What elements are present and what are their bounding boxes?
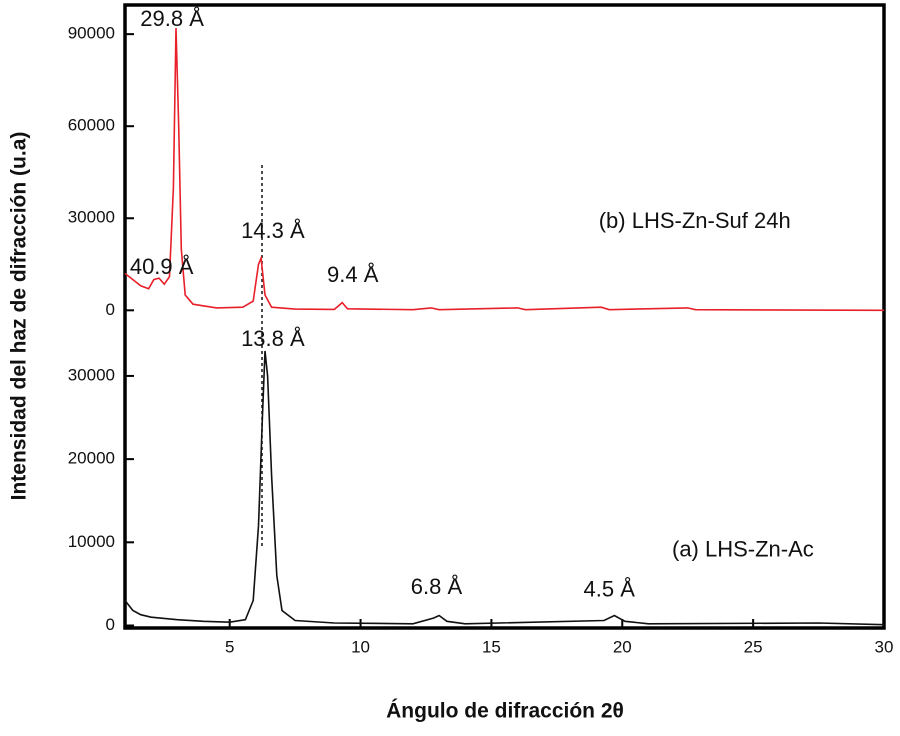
- annotation: 14.3 Å: [241, 218, 305, 243]
- y-tick-label: 60000: [68, 116, 115, 135]
- y-tick-label: 20000: [68, 449, 115, 468]
- data-line: [124, 350, 885, 626]
- x-tick-label: 25: [744, 637, 763, 656]
- x-tick-label: 10: [351, 637, 370, 656]
- annotation: 4.5 Å: [584, 576, 636, 601]
- x-tick-label: 5: [225, 637, 234, 656]
- annotation: 13.8 Å: [241, 326, 305, 351]
- annotation: 29.8 Å: [140, 6, 204, 31]
- y-tick-label: 0: [106, 300, 115, 319]
- x-tick-label: 20: [613, 637, 632, 656]
- annotation: 40.9 Å: [130, 254, 194, 279]
- x-tick-label: 30: [875, 637, 894, 656]
- y-tick-label: 30000: [68, 208, 115, 227]
- plot-frame: [123, 3, 886, 630]
- x-tick-label: 15: [482, 637, 501, 656]
- y-axis-label: Intensidad del haz de difracción (u.a): [8, 132, 31, 501]
- y-tick-label: 10000: [68, 532, 115, 551]
- annotation: 9.4 Å: [327, 262, 379, 287]
- y-tick-label: 0: [106, 615, 115, 634]
- data-line: [124, 27, 885, 312]
- series-label: (b) LHS-Zn-Suf 24h: [599, 208, 791, 233]
- y-tick-label: 30000: [68, 365, 115, 384]
- annotation: 6.8 Å: [411, 574, 463, 599]
- x-axis-label: Ángulo de difracción 2θ: [386, 700, 624, 723]
- y-tick-label: 90000: [68, 24, 115, 43]
- series-label: (a) LHS-Zn-Ac: [672, 536, 814, 561]
